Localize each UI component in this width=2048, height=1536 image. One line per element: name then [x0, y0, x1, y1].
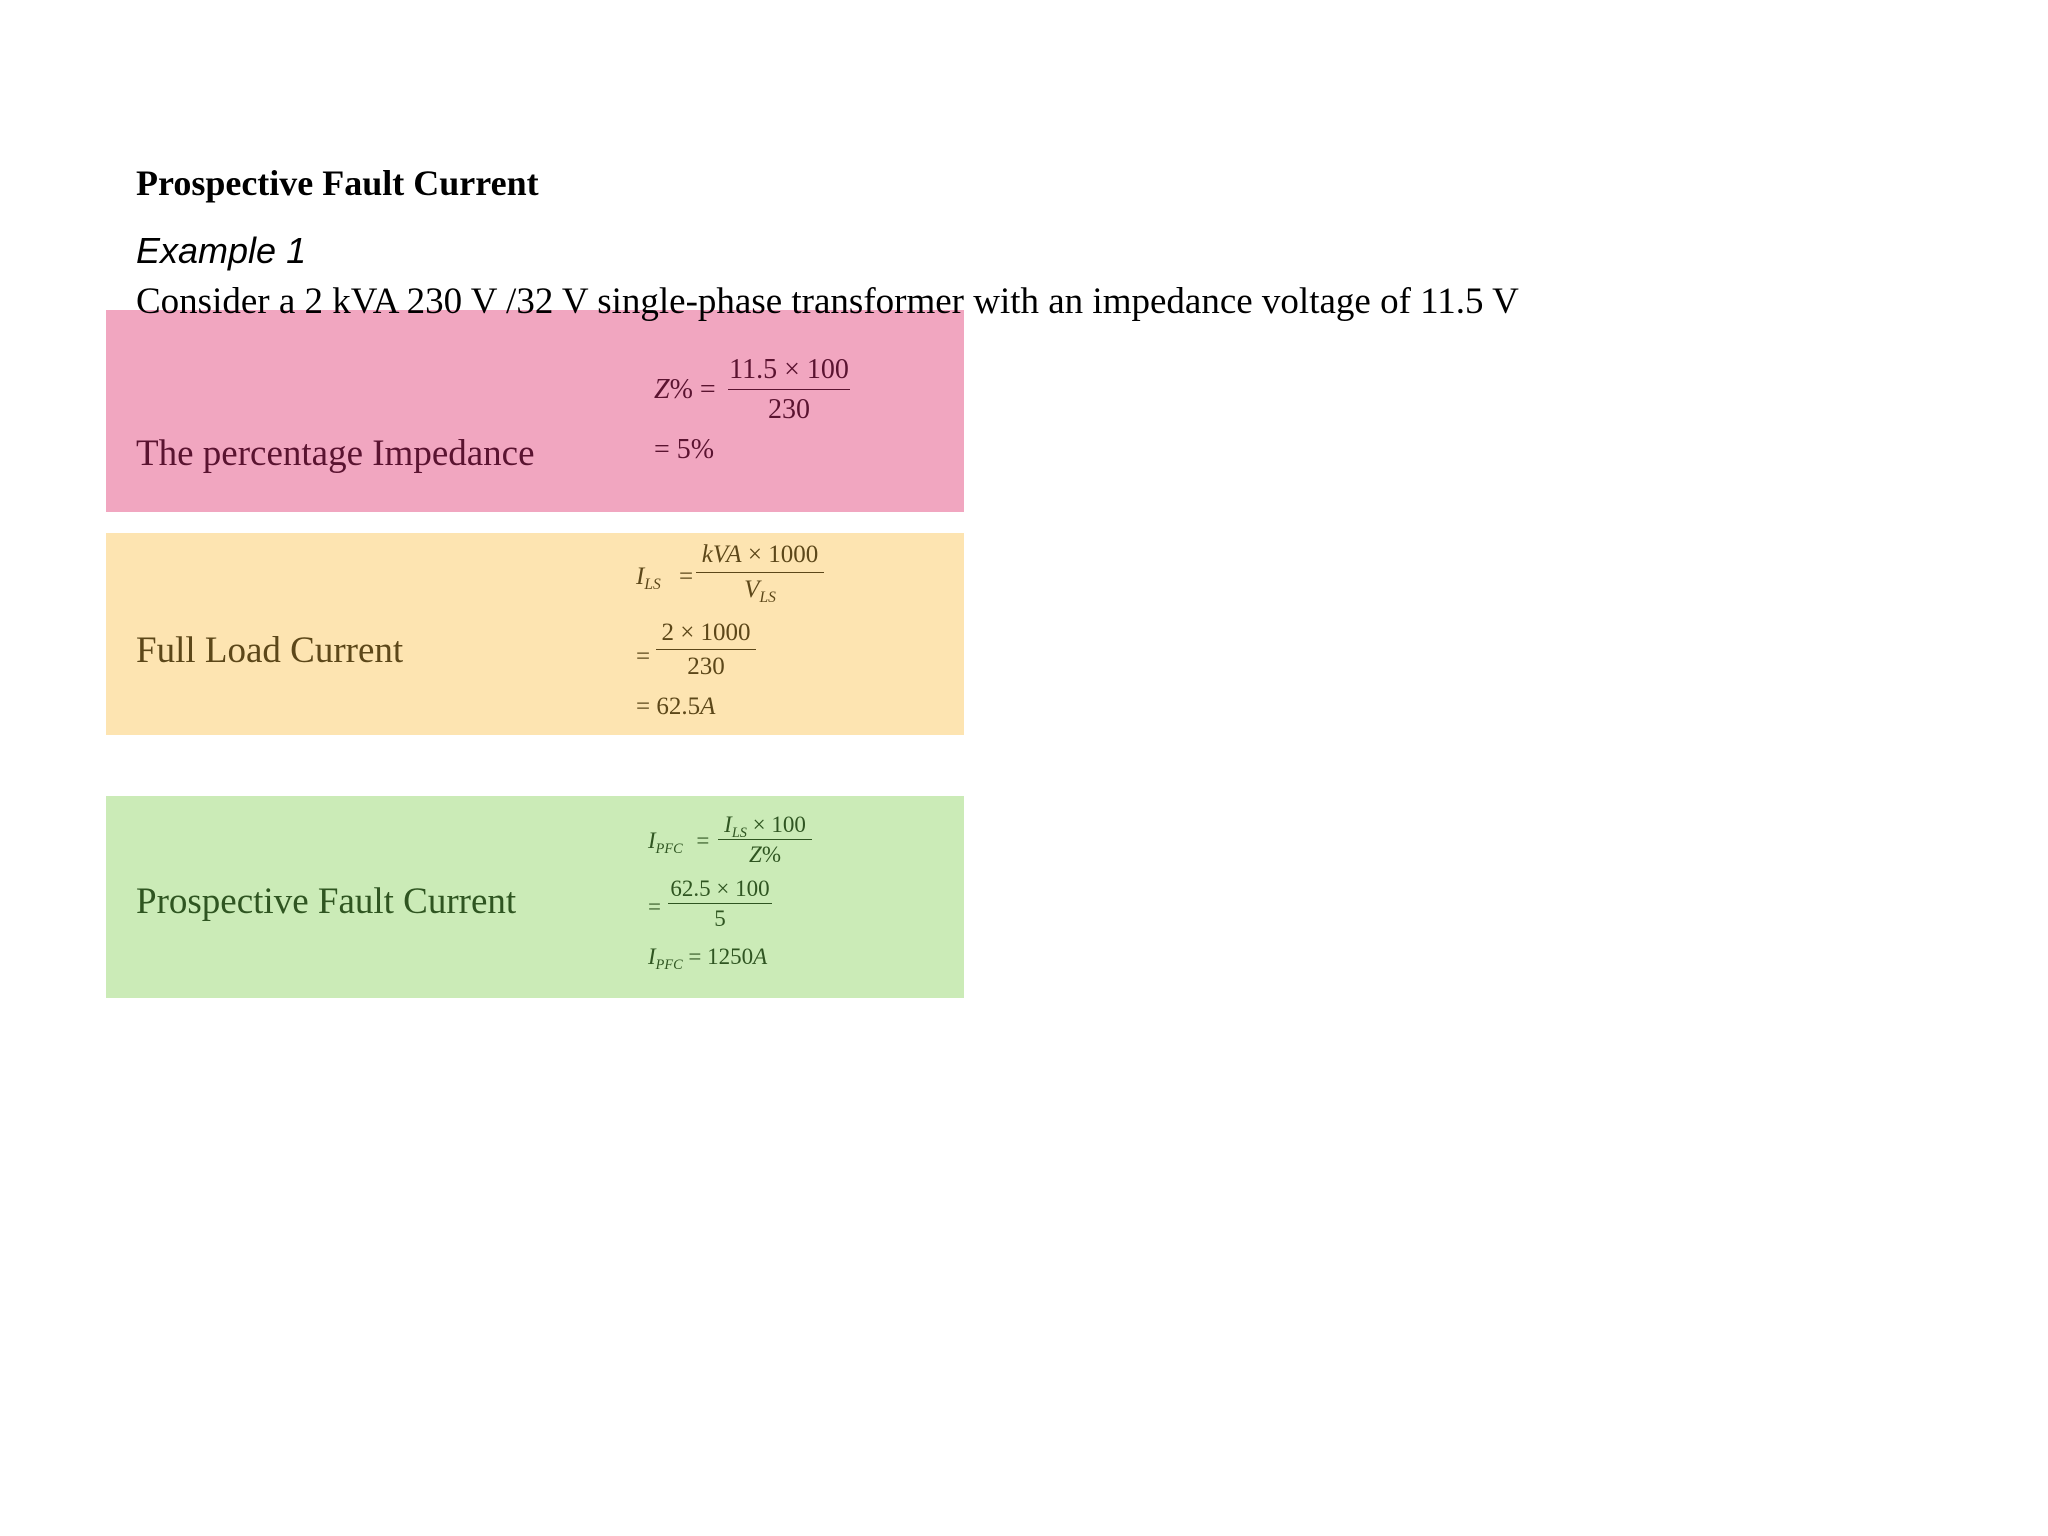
full-load-eq-2: = — [636, 643, 651, 670]
fault-eq-2: = — [648, 894, 661, 919]
full-load-num1-rest: × 1000 — [741, 541, 819, 568]
document-title: Prospective Fault Current — [136, 163, 539, 203]
impedance-result: = 5% — [654, 434, 715, 465]
fault-denominator-2: 5 — [714, 906, 726, 931]
full-load-fraction-bar-2 — [656, 649, 756, 650]
full-load-denominator-1: VLS — [696, 576, 824, 607]
fault-fraction-bar-2 — [668, 903, 772, 904]
full-load-eq: = — [678, 563, 694, 590]
fault-num1-rest: × 100 — [746, 812, 806, 837]
fault-res-var: I — [648, 944, 656, 969]
fault-result: IPFC = 1250A — [648, 944, 768, 973]
problem-statement: Consider a 2 kVA 230 V /32 V single-phas… — [136, 281, 1519, 322]
full-load-fraction-1: kVA × 1000 VLS — [696, 541, 824, 607]
impedance-lhs-suffix: % = — [669, 374, 716, 405]
full-load-result: = 62.5A — [636, 693, 715, 721]
fault-fraction-2: 62.5 × 100 5 — [668, 876, 772, 932]
fault-lhs-sub: PFC — [655, 840, 683, 857]
impedance-fraction-bar — [728, 389, 850, 390]
fault-numerator-2: 62.5 × 100 — [670, 876, 770, 901]
fault-res-unit: A — [753, 944, 768, 969]
fault-label: Prospective Fault Current — [136, 881, 517, 922]
impedance-fraction: 11.5 × 100 230 — [728, 354, 850, 426]
impedance-denominator: 230 — [768, 394, 810, 425]
full-load-result-prefix: = 62.5 — [636, 693, 701, 720]
full-load-den1-sub: LS — [759, 589, 776, 607]
impedance-label: The percentage Impedance — [136, 433, 535, 474]
fault-num1-sub: LS — [731, 824, 747, 841]
fault-res-mid: = 1250 — [682, 944, 754, 969]
impedance-numerator: 11.5 × 100 — [729, 354, 849, 385]
impedance-lhs-var: Z — [654, 374, 670, 405]
fault-panel: Prospective Fault Current IPFC = ILS × 1… — [106, 796, 964, 998]
fault-den1-var: Z — [749, 842, 762, 867]
example-heading: Example 1 — [136, 230, 307, 271]
full-load-den1-var: V — [744, 576, 760, 603]
fault-lhs-var: I — [648, 828, 656, 853]
fault-lhs: IPFC = — [648, 828, 710, 857]
fault-fraction-bar-1 — [718, 839, 812, 840]
fault-num1-var: I — [724, 812, 732, 837]
fault-den1-rest: % — [761, 842, 781, 867]
full-load-result-unit: A — [700, 693, 716, 720]
impedance-lhs: Z% = — [654, 374, 716, 406]
fault-denominator-1: Z% — [718, 842, 812, 868]
full-load-denominator-2: 230 — [687, 653, 725, 680]
full-load-fraction-2: 2 × 1000 230 — [656, 619, 756, 681]
full-load-label: Full Load Current — [136, 630, 404, 671]
fault-fraction-1: ILS × 100 Z% — [718, 812, 812, 868]
full-load-lhs-sub: LS — [644, 576, 661, 594]
full-load-panel: Full Load Current ILS = kVA × 1000 VLS =… — [106, 533, 964, 735]
impedance-panel: The percentage Impedance Z% = 11.5 × 100… — [106, 310, 964, 512]
full-load-lhs: ILS = — [636, 563, 694, 594]
fault-eq: = — [696, 828, 710, 853]
full-load-lhs-var: I — [636, 563, 645, 590]
fault-res-sub: PFC — [655, 956, 683, 973]
fault-numerator-1: ILS × 100 — [718, 812, 812, 841]
full-load-num1-var: kVA — [701, 541, 742, 568]
full-load-numerator-1: kVA × 1000 — [696, 541, 824, 569]
full-load-numerator-2: 2 × 1000 — [661, 619, 751, 646]
full-load-fraction-bar-1 — [696, 572, 824, 573]
